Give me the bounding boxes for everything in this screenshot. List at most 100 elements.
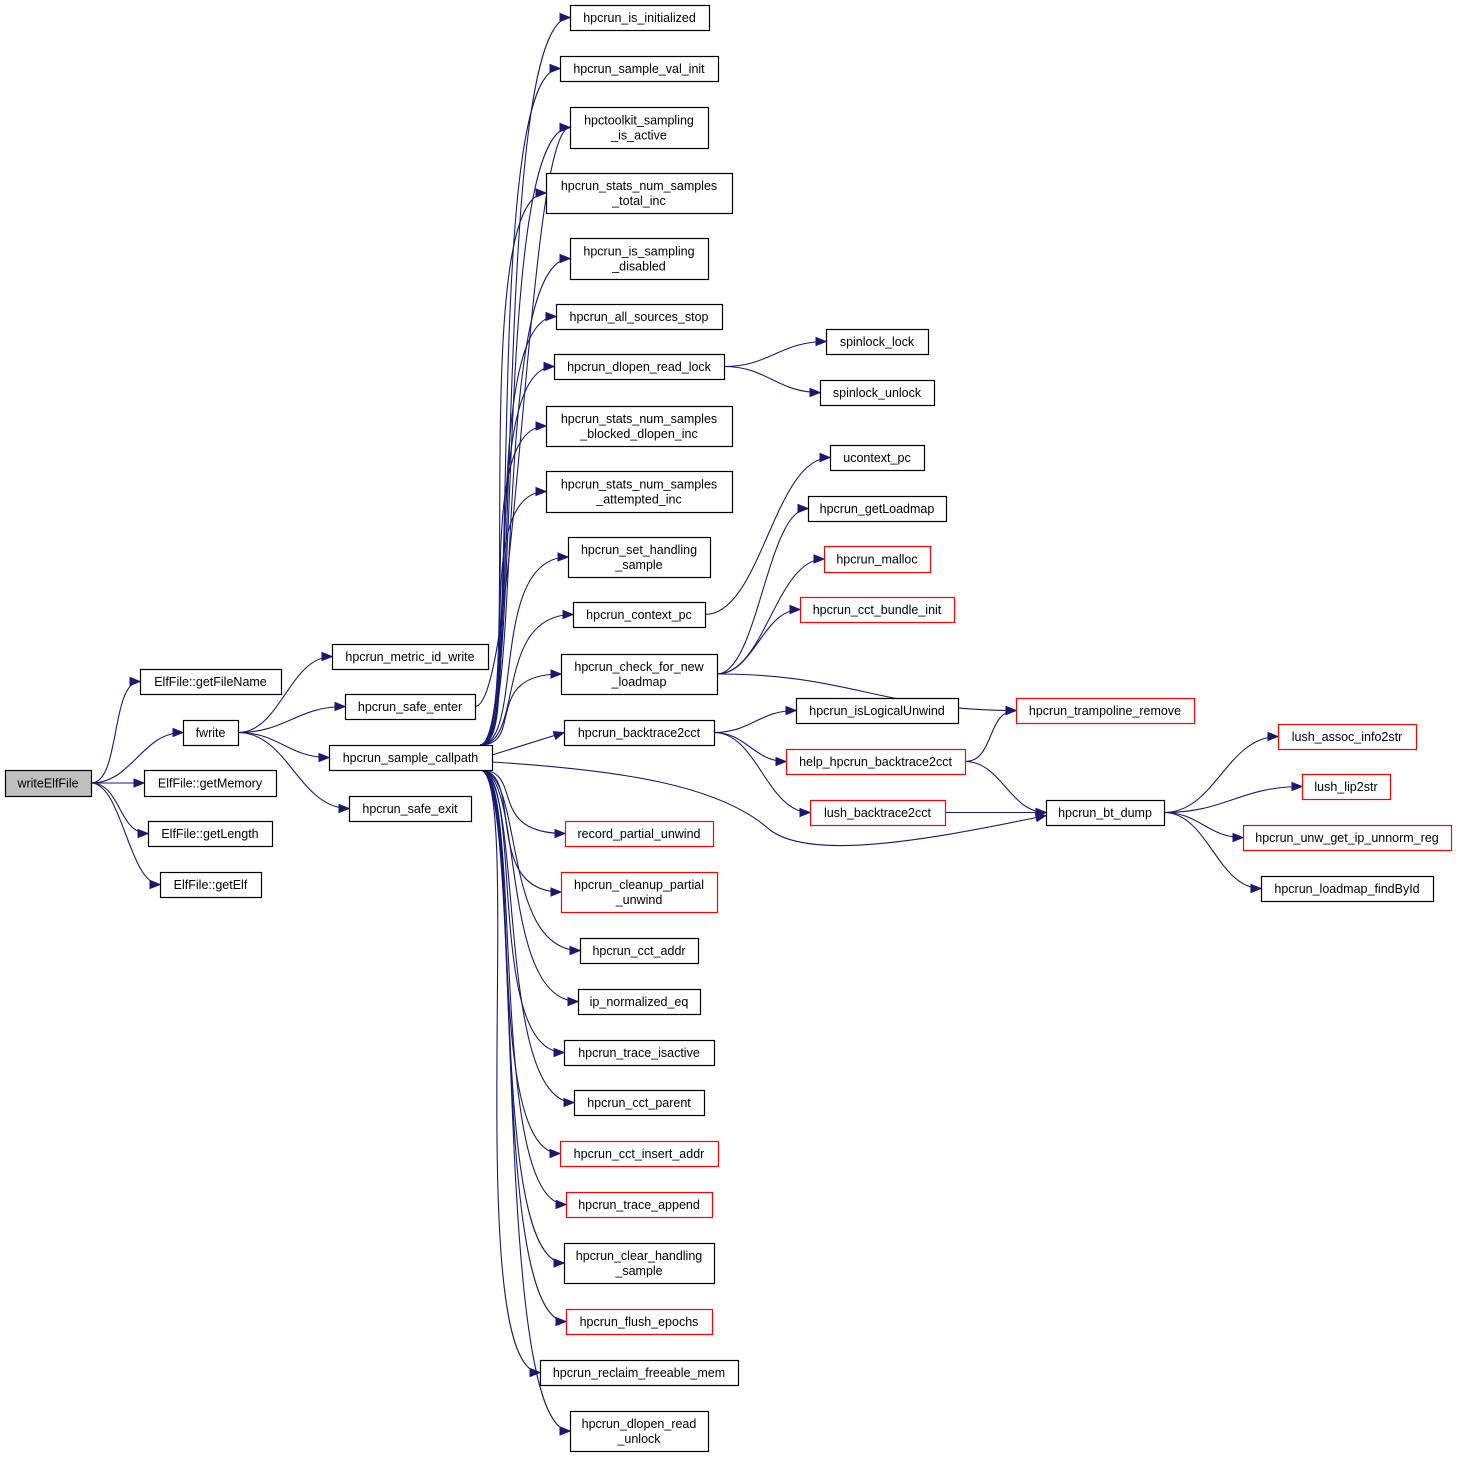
edge-line [474,126,571,708]
node-is_initialized[interactable]: hpcrun_is_initialized [569,4,711,32]
node-cleanup_partial_unwind[interactable]: hpcrun_cleanup_partial_unwind [560,871,719,914]
node-label: _loadmap [611,675,667,689]
node-cct_insert_addr[interactable]: hpcrun_cct_insert_addr [559,1140,720,1168]
node-unw_get_ip_unnorm_reg[interactable]: hpcrun_unw_get_ip_unnorm_reg [1242,824,1453,852]
edge-line [479,769,575,1104]
node-dlopen_read_lock[interactable]: hpcrun_dlopen_read_lock [553,353,726,381]
node-spinlock_lock[interactable]: spinlock_lock [825,328,930,356]
node-malloc[interactable]: hpcrun_malloc [823,545,932,574]
node-box [565,1308,714,1336]
node-isLogicalUnwind[interactable]: hpcrun_isLogicalUnwind [795,697,960,725]
arrowhead-icon [563,1097,576,1108]
node-clear_handling_sample[interactable]: hpcrun_clear_handling_sample [563,1242,716,1285]
node-label: hpcrun_stats_num_samples [561,179,717,193]
edge-line [237,705,346,734]
arrowhead-icon [559,253,572,264]
edge-line [479,769,581,952]
node-label: lush_lip2str [1314,780,1377,794]
node-label: hpcrun_safe_enter [358,700,462,714]
node-fwrite[interactable]: fwrite [182,719,240,747]
node-box [569,237,710,281]
node-safe_exit[interactable]: hpcrun_safe_exit [348,795,473,823]
node-trampoline_remove[interactable]: hpcrun_trampoline_remove [1015,697,1196,725]
node-ucontext_pc[interactable]: ucontext_pc [829,444,926,472]
node-writeElfFile[interactable]: writeElfFile [4,769,93,798]
node-getLength[interactable]: ElfFile::getLength [147,820,274,848]
edge-sample_callpath-to-backtrace2cct [491,731,566,756]
node-label: hpcrun_dlopen_read [582,1417,697,1431]
node-label: hpcrun_unw_get_ip_unnorm_reg [1255,831,1439,845]
arrowhead-icon [549,63,562,74]
node-label: hpcrun_trampoline_remove [1029,704,1181,718]
node-label: hpcrun_cct_parent [587,1096,691,1110]
node-lush_assoc_info2str[interactable]: lush_assoc_info2str [1277,723,1418,751]
node-box [1242,824,1453,852]
node-getElf[interactable]: ElfFile::getElf [159,871,263,899]
node-trace_isactive[interactable]: hpcrun_trace_isactive [563,1039,716,1067]
edge-line [479,425,547,746]
node-loadmap_findById[interactable]: hpcrun_loadmap_findById [1260,875,1435,903]
node-reclaim_freeable_mem[interactable]: hpcrun_reclaim_freeable_mem [539,1359,740,1387]
node-help_backtrace2cct[interactable]: help_hpcrun_backtrace2cct [785,748,967,776]
edge-sample_callpath-to-dlopen_read_lock [479,361,556,746]
node-label: writeElfFile [16,777,78,791]
node-lush_backtrace2cct[interactable]: lush_backtrace2cct [809,799,947,827]
node-box [159,871,263,899]
node-box [573,1089,706,1117]
edge-lush_backtrace2cct-to-bt_dump [945,807,1048,818]
node-samples_total_inc[interactable]: hpcrun_stats_num_samples_total_inc [545,172,734,215]
node-getFileName[interactable]: ElfFile::getFileName [139,668,283,696]
node-label: _blocked_dlopen_inc [579,427,697,441]
node-box [328,744,494,772]
node-box [569,4,711,32]
node-sampling_is_active[interactable]: hpctoolkit_sampling_is_active [569,106,710,150]
node-box [799,596,956,624]
edge-line [479,769,579,1003]
node-is_sampling_disabled[interactable]: hpcrun_is_sampling_disabled [569,237,710,281]
arrowhead-icon [550,669,563,679]
node-samples_attempted_inc[interactable]: hpcrun_stats_num_samples_attempted_inc [545,470,734,514]
node-metric_id_write[interactable]: hpcrun_metric_id_write [331,643,490,671]
edge-sample_callpath-to-sampling_is_active [479,122,572,746]
node-set_handling_sample[interactable]: hpcrun_set_handling_sample [567,536,712,579]
node-label: fwrite [196,726,226,740]
arrowhead-icon [549,1148,562,1159]
node-lush_lip2str[interactable]: lush_lip2str [1301,773,1392,801]
node-flush_epochs[interactable]: hpcrun_flush_epochs [565,1308,714,1336]
node-cct_addr[interactable]: hpcrun_cct_addr [579,937,700,965]
node-check_for_new_loadmap[interactable]: hpcrun_check_for_new_loadmap [560,653,719,696]
edge-line [964,709,1017,763]
arrowhead-icon [799,807,812,818]
arrowhead-icon [334,701,347,712]
node-bt_dump[interactable]: hpcrun_bt_dump [1045,799,1166,827]
node-cct_bundle_init[interactable]: hpcrun_cct_bundle_init [799,596,956,624]
node-label: _is_active [610,129,667,143]
arrowhead-icon [1232,832,1245,843]
node-box [564,820,715,848]
node-sample_val_init[interactable]: hpcrun_sample_val_init [559,55,720,83]
node-all_sources_stop[interactable]: hpcrun_all_sources_stop [555,303,724,331]
edge-line [723,365,821,394]
node-cct_parent[interactable]: hpcrun_cct_parent [573,1089,706,1117]
arrowhead-icon [321,651,334,662]
node-label: hpcrun_flush_epochs [580,1315,699,1329]
node-trace_append[interactable]: hpcrun_trace_append [565,1191,714,1219]
edge-writeElfFile-to-getMemory [90,778,146,788]
node-dlopen_read_unlock[interactable]: hpcrun_dlopen_read_unlock [569,1410,710,1453]
node-label: _sample [614,558,662,572]
node-sample_callpath[interactable]: hpcrun_sample_callpath [328,744,494,772]
node-backtrace2cct[interactable]: hpcrun_backtrace2cct [563,719,716,747]
node-record_partial_unwind[interactable]: record_partial_unwind [564,820,715,848]
node-label: hpcrun_sample_callpath [343,751,479,765]
edge-line [479,769,566,835]
node-label: _unwind [615,893,663,907]
node-context_pc[interactable]: hpcrun_context_pc [572,601,707,629]
node-samples_blocked_dlopen_inc[interactable]: hpcrun_stats_num_samples_blocked_dlopen_… [545,405,734,448]
node-ip_normalized_eq[interactable]: ip_normalized_eq [577,988,702,1016]
node-safe_enter[interactable]: hpcrun_safe_enter [344,693,477,721]
edge-check_for_new_loadmap-to-cct_bundle_init [716,604,802,675]
node-getMemory[interactable]: ElfFile::getMemory [143,769,278,798]
node-getLoadmap[interactable]: hpcrun_getLoadmap [807,495,948,523]
node-spinlock_unlock[interactable]: spinlock_unlock [819,379,936,407]
